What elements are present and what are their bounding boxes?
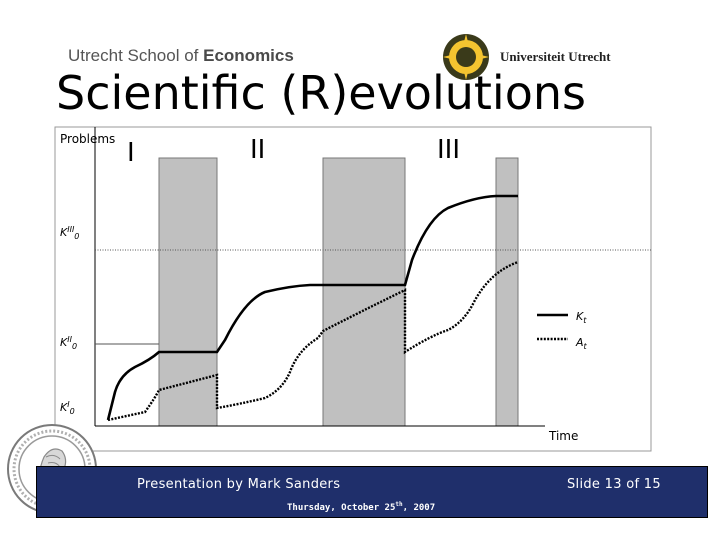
university-logo <box>443 34 489 80</box>
legend-kt-label: Kt <box>576 310 587 325</box>
revolution-band <box>495 157 519 427</box>
level-label-k1: KI0 <box>60 400 75 416</box>
school-name: Utrecht School of Economics <box>68 46 294 65</box>
level-label-k3: KIII0 <box>60 225 79 241</box>
phase-label-2: II <box>250 135 265 165</box>
presenter-text: Presentation by Mark Sanders <box>137 477 341 492</box>
plot-frame <box>54 126 652 452</box>
level-label-k2: KII0 <box>60 335 77 351</box>
phase-label-3: III <box>437 135 460 165</box>
footer-bar: Presentation by Mark Sanders Thursday, O… <box>36 466 708 518</box>
presentation-date: Thursday, October 25th, 2007 <box>287 501 436 513</box>
kt-curve <box>106 194 518 421</box>
legend-at-label: At <box>575 336 588 351</box>
slide-title: Scientific (R)evolutions <box>56 66 586 120</box>
at-curve <box>107 260 519 422</box>
revolution-band <box>322 157 406 427</box>
slide-counter: Slide 13 of 15 <box>567 477 661 492</box>
x-axis-label: Time <box>548 429 578 443</box>
university-name: Universiteit Utrecht <box>500 49 611 64</box>
y-axis-label: Problems <box>60 132 115 146</box>
phase-label-1: I <box>127 138 135 168</box>
revolution-band <box>158 157 218 427</box>
